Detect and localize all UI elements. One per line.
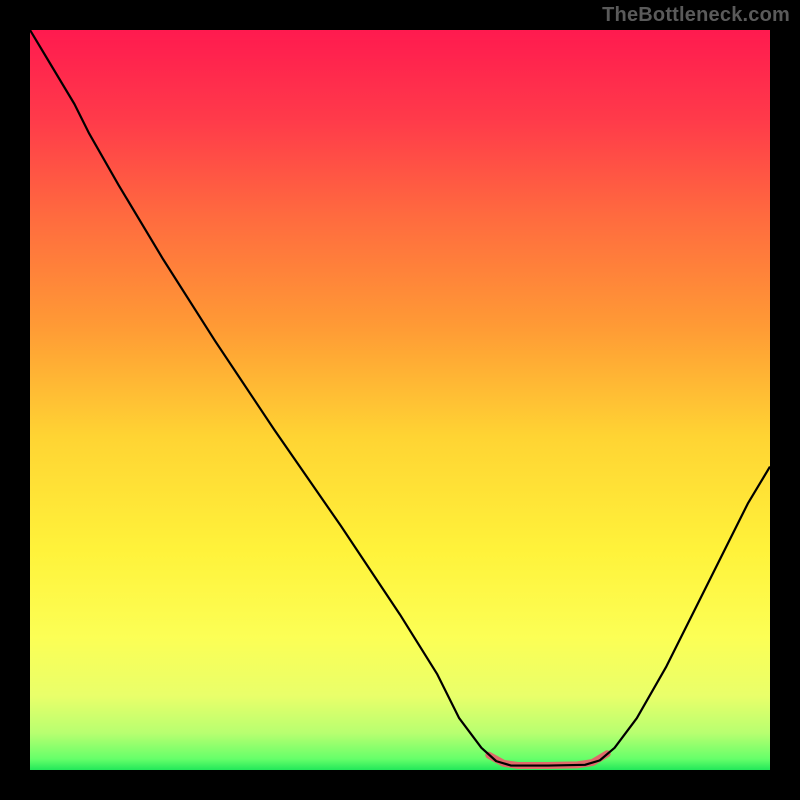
chart-root: TheBottleneck.com	[0, 0, 800, 800]
watermark-label: TheBottleneck.com	[602, 4, 790, 27]
bottleneck-curve-chart	[30, 30, 770, 770]
gradient-background	[30, 30, 770, 770]
plot-area	[30, 30, 770, 770]
